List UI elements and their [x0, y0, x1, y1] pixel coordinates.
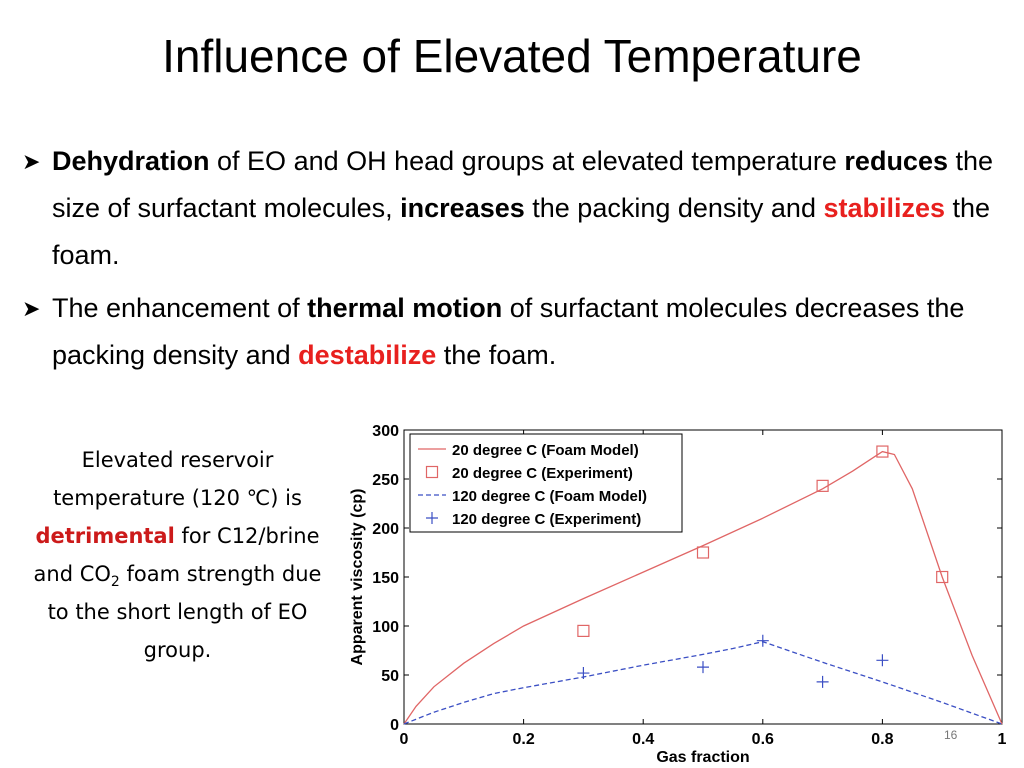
legend-entry: 120 degree C (Experiment) — [452, 511, 641, 528]
y-tick-label: 150 — [372, 570, 399, 587]
slide-title: Influence of Elevated Temperature — [162, 30, 862, 82]
series-line — [403, 450, 1003, 725]
bullet-item-thermal-motion: ➤ The enhancement of thermal motion of s… — [22, 285, 1012, 379]
series-line — [403, 641, 1003, 725]
bullet-segment: the packing density and — [524, 193, 824, 223]
side-note-text: Elevated reservoir temperature (120 ℃) i… — [53, 448, 302, 510]
y-tick-label: 200 — [372, 521, 399, 538]
x-tick-label: 0.4 — [632, 731, 654, 748]
y-tick-label: 50 — [381, 668, 399, 685]
bullet-segment: the size of surfactant molecules, — [52, 146, 994, 223]
legend-marker-swatch — [425, 465, 439, 479]
bullet-segment: of EO and OH head groups at elevated tem… — [209, 146, 845, 176]
side-note-subscript: 2 — [110, 574, 120, 591]
bullet-segment: of surfactant molecules decreases the pa… — [52, 293, 965, 370]
data-point — [577, 624, 590, 637]
bullet-segment: increases — [400, 193, 525, 223]
y-tick-label: 100 — [372, 619, 399, 636]
bullet-segment: The enhancement of — [52, 293, 308, 323]
data-point — [936, 570, 949, 584]
y-axis-label: Apparent viscosity (cp) — [349, 489, 366, 666]
y-tick-label: 0 — [390, 717, 399, 734]
data-point — [697, 661, 709, 674]
data-point — [696, 546, 710, 559]
legend-entry: 20 degree C (Foam Model) — [452, 442, 639, 459]
legend-marker-swatch — [426, 512, 438, 524]
data-point — [876, 445, 889, 458]
bullet-list: ➤ Dehydration of EO and OH head groups a… — [22, 138, 1012, 385]
bullet-segment: destabilize — [298, 340, 437, 370]
bullet-segment: the foam. — [436, 340, 557, 370]
slide-number: 16 — [944, 728, 958, 742]
legend-box — [409, 433, 683, 533]
x-tick-label: 0.6 — [752, 731, 774, 748]
arrow-bullet-icon: ➤ — [22, 296, 41, 321]
side-note-text: for C12/brine and CO — [33, 524, 320, 586]
bullet-segment: reduces — [844, 146, 948, 176]
side-note-highlight: detrimental — [35, 524, 175, 548]
bullet-segment: Dehydration — [52, 146, 210, 176]
side-note: Elevated reservoir temperature (120 ℃) i… — [20, 441, 335, 669]
arrow-bullet-icon: ➤ — [22, 149, 41, 174]
viscosity-chart: 0 0.2 0.4 0.6 0.8 1 0 50 100 150 200 250 300 Gas frac… — [349, 423, 1007, 766]
x-tick-label: 0.8 — [871, 731, 893, 748]
x-tick-label: 0 — [400, 731, 409, 748]
x-tick-label: 1 — [998, 731, 1007, 748]
legend-entry: 20 degree C (Experiment) — [452, 465, 633, 482]
y-tick-label: 250 — [372, 472, 399, 489]
bullet-item-dehydration: ➤ Dehydration of EO and OH head groups a… — [22, 138, 1012, 279]
data-point — [816, 479, 829, 492]
bullet-segment: stabilizes — [823, 193, 946, 223]
bullet-segment: thermal motion — [307, 293, 503, 323]
side-note-text: foam strength due to the short length of… — [47, 562, 322, 662]
legend-entry: 120 degree C (Foam Model) — [452, 488, 647, 505]
data-point — [577, 667, 590, 680]
data-point — [876, 654, 889, 667]
x-axis-label: Gas fraction — [656, 749, 749, 766]
data-point — [816, 675, 829, 688]
data-point — [756, 634, 769, 647]
bullet-segment: the foam. — [52, 193, 991, 270]
x-tick-label: 0.2 — [512, 731, 534, 748]
y-tick-label: 300 — [372, 423, 399, 440]
